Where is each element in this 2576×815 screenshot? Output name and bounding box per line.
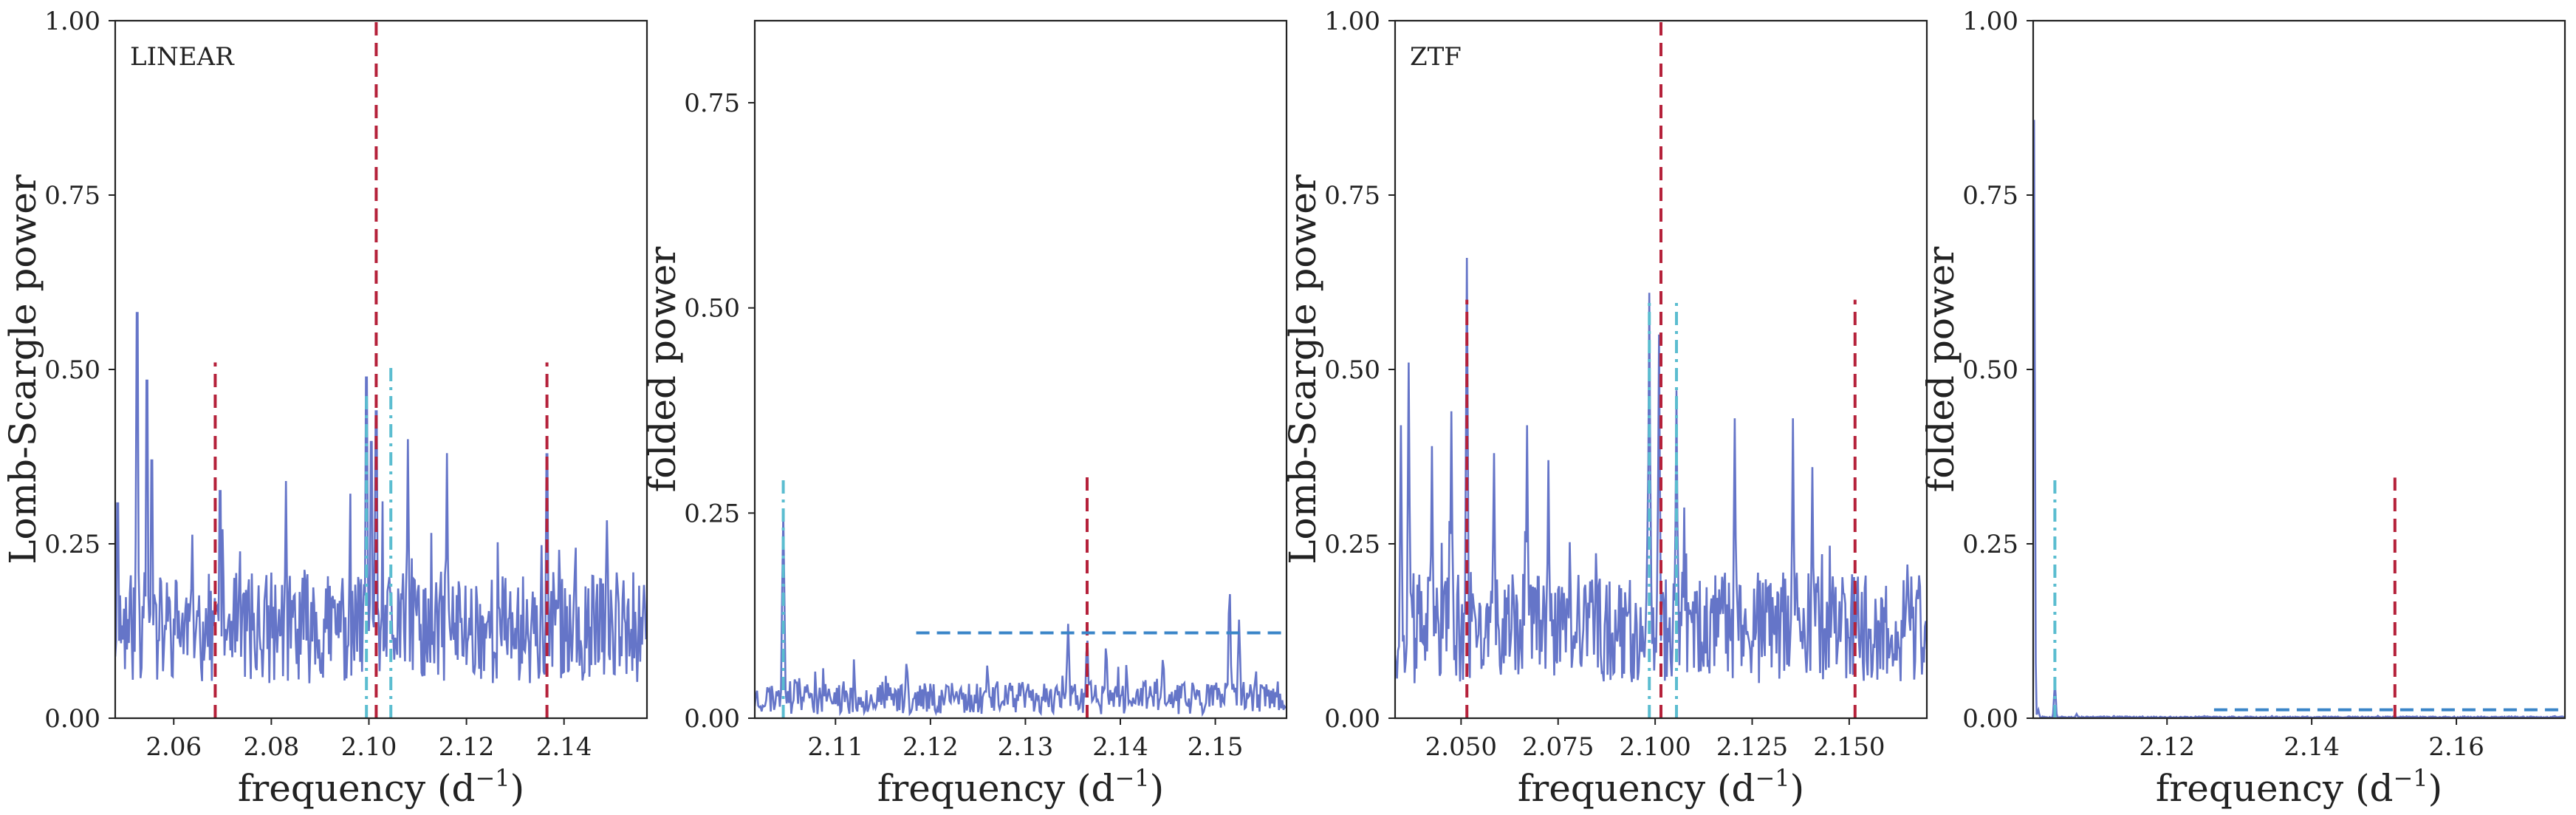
y-tick-label: 0.75 bbox=[44, 181, 100, 211]
panel-annotation: LINEAR bbox=[130, 42, 235, 72]
panel-linear-folded: 2.11 2.12 2.13 2.14 2.15 0.00 0.25 0.50 0.75 freq… bbox=[641, 19, 1288, 810]
axes-frame bbox=[753, 19, 1288, 720]
x-tick-label: 2.16 bbox=[2428, 732, 2484, 762]
y-axis-label: Lomb-Scargle power bbox=[1, 174, 44, 565]
x-tick-label: 2.08 bbox=[244, 732, 300, 762]
y-tick-label: 1.00 bbox=[1962, 7, 2018, 36]
x-tick-label: 2.13 bbox=[998, 732, 1054, 762]
power-series-line bbox=[755, 513, 1287, 717]
y-tick-label: 0.50 bbox=[1962, 355, 2018, 385]
y-tick-label: 0.50 bbox=[1324, 355, 1380, 385]
x-tick-label: 2.10 bbox=[341, 732, 397, 762]
y-axis-label: Lomb-Scargle power bbox=[1281, 174, 1324, 565]
y-tick-label: 1.00 bbox=[44, 7, 100, 36]
x-tick-label: 2.06 bbox=[145, 732, 202, 762]
panel-ztf-folded: 2.12 2.14 2.16 0.00 0.25 0.50 0.75 1.00 frequenc… bbox=[1919, 7, 2566, 810]
y-tick-label: 0.00 bbox=[684, 704, 740, 734]
x-tick-label: 2.12 bbox=[902, 732, 959, 762]
x-tick-label: 2.12 bbox=[2139, 732, 2195, 762]
x-tick-label: 2.14 bbox=[1092, 732, 1148, 762]
y-tick-label: 0.00 bbox=[44, 704, 100, 734]
panel-linear-periodogram: 2.06 2.08 2.10 2.12 2.14 0.00 0.25 0.50 0.75 1.00… bbox=[1, 7, 648, 810]
y-tick-label: 0.75 bbox=[684, 89, 740, 118]
x-tick-label: 2.050 bbox=[1425, 732, 1497, 762]
y-tick-label: 1.00 bbox=[1324, 7, 1380, 36]
y-tick-label: 0.00 bbox=[1324, 704, 1380, 734]
x-tick-label: 2.075 bbox=[1522, 732, 1594, 762]
plot-area bbox=[2033, 120, 2565, 718]
x-tick-label: 2.15 bbox=[1188, 732, 1244, 762]
x-axis-label: frequency (d−1) bbox=[1518, 764, 1804, 810]
y-tick-label: 0.00 bbox=[1962, 704, 2018, 734]
y-tick-label: 0.50 bbox=[684, 294, 740, 324]
power-series-line bbox=[1395, 257, 1927, 683]
y-tick-label: 0.25 bbox=[684, 499, 740, 528]
x-tick-label: 2.14 bbox=[536, 732, 592, 762]
x-tick-label: 2.11 bbox=[807, 732, 863, 762]
x-axis-label: frequency (d−1) bbox=[2156, 764, 2442, 810]
y-tick-label: 0.75 bbox=[1962, 181, 2018, 211]
y-tick-label: 0.75 bbox=[1324, 181, 1380, 211]
plot-area bbox=[755, 476, 1287, 718]
y-tick-label: 0.25 bbox=[1962, 530, 2018, 559]
y-tick-label: 0.50 bbox=[44, 355, 100, 385]
x-tick-label: 2.100 bbox=[1619, 732, 1690, 762]
panel-ztf-periodogram: 2.050 2.075 2.100 2.125 2.150 0.00 0.25 0.50 0.7… bbox=[1281, 7, 1928, 810]
x-tick-label: 2.125 bbox=[1716, 732, 1788, 762]
x-axis-label: frequency (d−1) bbox=[238, 764, 524, 810]
axes-frame bbox=[2032, 19, 2566, 720]
y-tick-label: 0.25 bbox=[44, 530, 100, 559]
y-axis-label: folded power bbox=[641, 247, 684, 493]
plot-area bbox=[1395, 21, 1927, 718]
x-axis-label: frequency (d−1) bbox=[877, 764, 1164, 810]
x-tick-label: 2.12 bbox=[439, 732, 495, 762]
power-series-line bbox=[2033, 120, 2565, 718]
plot-area bbox=[115, 21, 647, 718]
y-tick-label: 0.25 bbox=[1324, 530, 1380, 559]
x-tick-label: 2.14 bbox=[2284, 732, 2340, 762]
power-series-line bbox=[115, 312, 647, 683]
x-tick-label: 2.150 bbox=[1813, 732, 1885, 762]
y-axis-label: folded power bbox=[1919, 247, 1962, 493]
panel-annotation: ZTF bbox=[1410, 42, 1462, 72]
